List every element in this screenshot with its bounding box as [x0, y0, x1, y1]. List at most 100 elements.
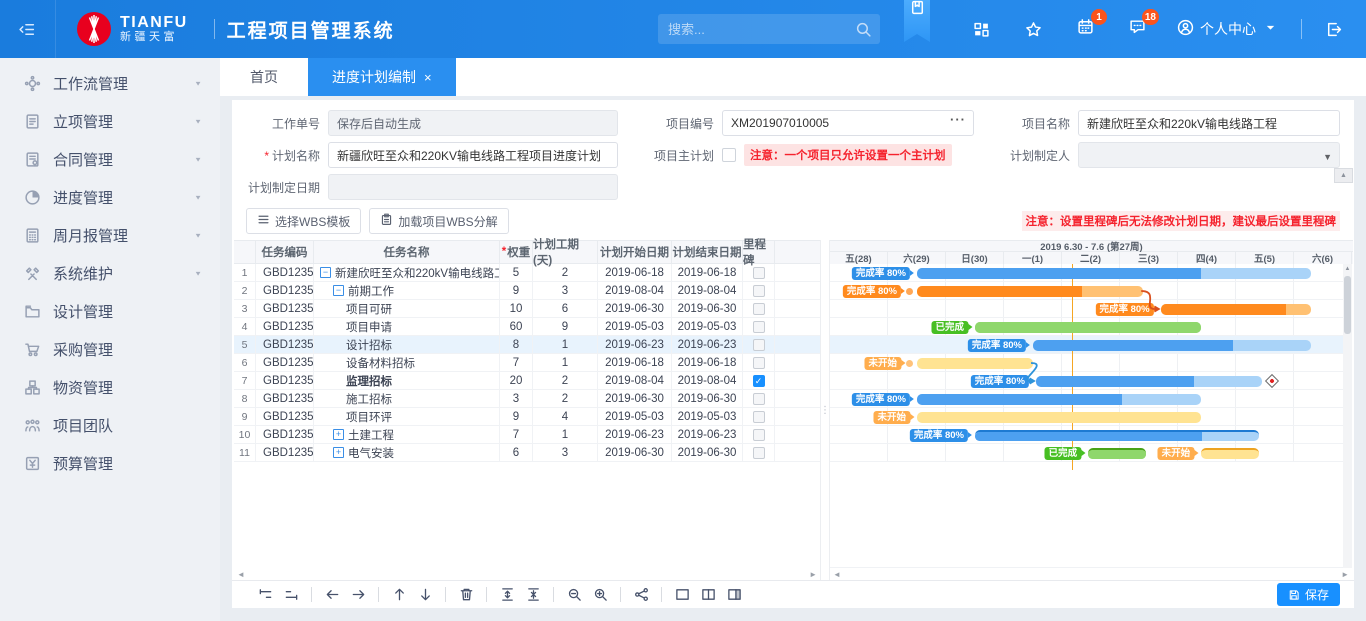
table-row[interactable]: 6 GBD1235 设备材料招标 7 1 2019-06-18 2019-06-18: [234, 354, 820, 372]
gantt-bar[interactable]: [1088, 447, 1147, 459]
apps-grid-icon[interactable]: [970, 21, 992, 38]
zoom-in-icon[interactable]: [589, 585, 611, 605]
scroll-left-icon[interactable]: ◄: [237, 569, 245, 579]
collapse-node-icon[interactable]: −: [333, 285, 344, 296]
gantt-bar[interactable]: [1160, 303, 1312, 315]
milestone-checkbox[interactable]: [752, 428, 765, 441]
project-name-field[interactable]: [1078, 110, 1340, 136]
scrollbar-thumb[interactable]: [1344, 276, 1351, 334]
collapse-node-icon[interactable]: −: [320, 267, 331, 278]
sidebar-item-design[interactable]: 设计管理: [0, 292, 220, 330]
table-hscrollbar[interactable]: ◄ ►: [234, 568, 820, 580]
milestone-checkbox[interactable]: [752, 410, 765, 423]
project-no-lookup-button[interactable]: ···: [950, 112, 966, 127]
trash-icon[interactable]: [455, 585, 477, 605]
table-row[interactable]: 1 GBD1235− 新建欣旺至众和220kV输电线路工程 5 2 2019-06-18 2…: [234, 264, 820, 282]
main-plan-checkbox[interactable]: [722, 148, 736, 162]
pane-splitter[interactable]: ⋮: [820, 240, 830, 580]
search-box[interactable]: [658, 14, 880, 44]
arrow-left-icon[interactable]: [321, 585, 343, 605]
expand-all-icon[interactable]: [496, 585, 518, 605]
scroll-left-icon[interactable]: ◄: [833, 569, 841, 579]
expand-node-icon[interactable]: +: [333, 447, 344, 458]
bookmark-ribbon[interactable]: [904, 0, 930, 42]
gantt-bar[interactable]: [1033, 339, 1312, 351]
milestone-checkbox[interactable]: [752, 320, 765, 333]
project-no-field[interactable]: [722, 110, 974, 136]
sidebar-item-budget[interactable]: 预算管理: [0, 444, 220, 482]
favorites-star-icon[interactable]: [1022, 21, 1044, 38]
sidebar-item-team[interactable]: 项目团队: [0, 406, 220, 444]
sidebar-item-maintenance[interactable]: 系统维护 ▼: [0, 254, 220, 292]
gantt-bar[interactable]: [975, 321, 1202, 333]
close-tab-icon[interactable]: ×: [424, 69, 432, 85]
milestone-diamond[interactable]: [1265, 373, 1280, 389]
gantt-bar[interactable]: [917, 267, 1312, 279]
arrow-down-icon[interactable]: [414, 585, 436, 605]
user-menu[interactable]: 个人中心: [1177, 19, 1279, 39]
table-row[interactable]: 9 GBD1235 项目环评 9 4 2019-05-03 2019-05-03: [234, 408, 820, 426]
gantt-bar[interactable]: [917, 393, 1202, 405]
sidebar-item-progress[interactable]: 进度管理 ▼: [0, 178, 220, 216]
insert-before-icon[interactable]: [254, 585, 276, 605]
gantt-bar[interactable]: [975, 429, 1260, 441]
insert-after-icon[interactable]: [280, 585, 302, 605]
milestone-checkbox[interactable]: [752, 266, 765, 279]
layout-split-icon[interactable]: [697, 585, 719, 605]
gantt-bar[interactable]: [917, 285, 1144, 297]
table-row[interactable]: 8 GBD1235 施工招标 3 2 2019-06-30 2019-06-30: [234, 390, 820, 408]
gantt-hscrollbar[interactable]: ◄ ►: [830, 568, 1352, 580]
sidebar-item-contract[interactable]: 合同管理 ▼: [0, 140, 220, 178]
gantt-vscrollbar[interactable]: ▲: [1343, 264, 1352, 568]
tab-schedule-plan[interactable]: 进度计划编制 ×: [308, 58, 456, 96]
calendar-icon[interactable]: 1: [1074, 9, 1107, 40]
table-row[interactable]: 2 GBD1235− 前期工作 9 3 2019-08-04 2019-08-04: [234, 282, 820, 300]
layout-single-icon[interactable]: [671, 585, 693, 605]
milestone-checkbox[interactable]: [752, 302, 765, 315]
plan-name-field[interactable]: [328, 142, 618, 168]
table-row[interactable]: 5 GBD1235 设计招标 8 1 2019-06-23 2019-06-23: [234, 336, 820, 354]
arrow-right-icon[interactable]: [347, 585, 369, 605]
milestone-checkbox[interactable]: [752, 356, 765, 369]
sidebar-item-report[interactable]: 周月报管理 ▼: [0, 216, 220, 254]
select-wbs-template-button[interactable]: 选择WBS模板: [246, 208, 362, 234]
expand-node-icon[interactable]: +: [333, 429, 344, 440]
load-project-wbs-button[interactable]: 加载项目WBS分解: [369, 208, 509, 234]
search-icon[interactable]: [855, 21, 872, 38]
milestone-checkbox[interactable]: ✓: [752, 374, 765, 387]
collapse-menu-icon[interactable]: [0, 0, 56, 58]
link-icon[interactable]: [630, 585, 652, 605]
sidebar-item-procurement[interactable]: 采购管理: [0, 330, 220, 368]
scroll-right-icon[interactable]: ►: [1341, 569, 1349, 579]
sidebar-item-workflow[interactable]: 工作流管理 ▼: [0, 64, 220, 102]
gantt-bar[interactable]: [1035, 375, 1263, 387]
save-button[interactable]: 保存: [1276, 583, 1340, 606]
sidebar-item-materials[interactable]: 物资管理: [0, 368, 220, 406]
zoom-out-icon[interactable]: [563, 585, 585, 605]
plan-maker-select[interactable]: [1078, 142, 1340, 168]
logout-icon[interactable]: [1322, 21, 1344, 38]
tab-home[interactable]: 首页: [250, 69, 278, 85]
milestone-checkbox[interactable]: [752, 338, 765, 351]
table-row[interactable]: 10 GBD1235 + 土建工程 7 1 2019-06-23 2019-06-23: [234, 426, 820, 444]
sidebar-item-project[interactable]: 立项管理 ▼: [0, 102, 220, 140]
scroll-up-icon[interactable]: ▲: [1344, 266, 1351, 272]
milestone-checkbox[interactable]: [752, 446, 765, 459]
milestone-checkbox[interactable]: [752, 392, 765, 405]
table-row[interactable]: 4 GBD1235 项目申请 60 9 2019-05-03 2019-05-03: [234, 318, 820, 336]
wbs-toolbar: 选择WBS模板 加载项目WBS分解 注意：设置里程碑后无法修改计划日期，建议最后…: [232, 204, 1354, 240]
gantt-bar[interactable]: [917, 411, 1202, 423]
collapse-all-icon[interactable]: [522, 585, 544, 605]
gantt-bar[interactable]: [917, 357, 1033, 369]
table-row[interactable]: 11 GBD1235 + 电气安装 6 3 2019-06-30 2019-06-30: [234, 444, 820, 462]
panel-scroll-up-button[interactable]: ▲: [1334, 168, 1353, 183]
table-row[interactable]: 7 GBD1235 监理招标 20 2 2019-08-04 2019-08-04 ✓: [234, 372, 820, 390]
milestone-checkbox[interactable]: [752, 284, 765, 297]
table-row[interactable]: 3 GBD1235 项目可研 10 6 2019-06-30 2019-06-30: [234, 300, 820, 318]
layout-right-icon[interactable]: [723, 585, 745, 605]
gantt-bar[interactable]: [1201, 447, 1260, 459]
search-input[interactable]: [666, 20, 855, 38]
messages-icon[interactable]: 18: [1126, 9, 1159, 40]
arrow-up-icon[interactable]: [388, 585, 410, 605]
scroll-right-icon[interactable]: ►: [809, 569, 817, 579]
